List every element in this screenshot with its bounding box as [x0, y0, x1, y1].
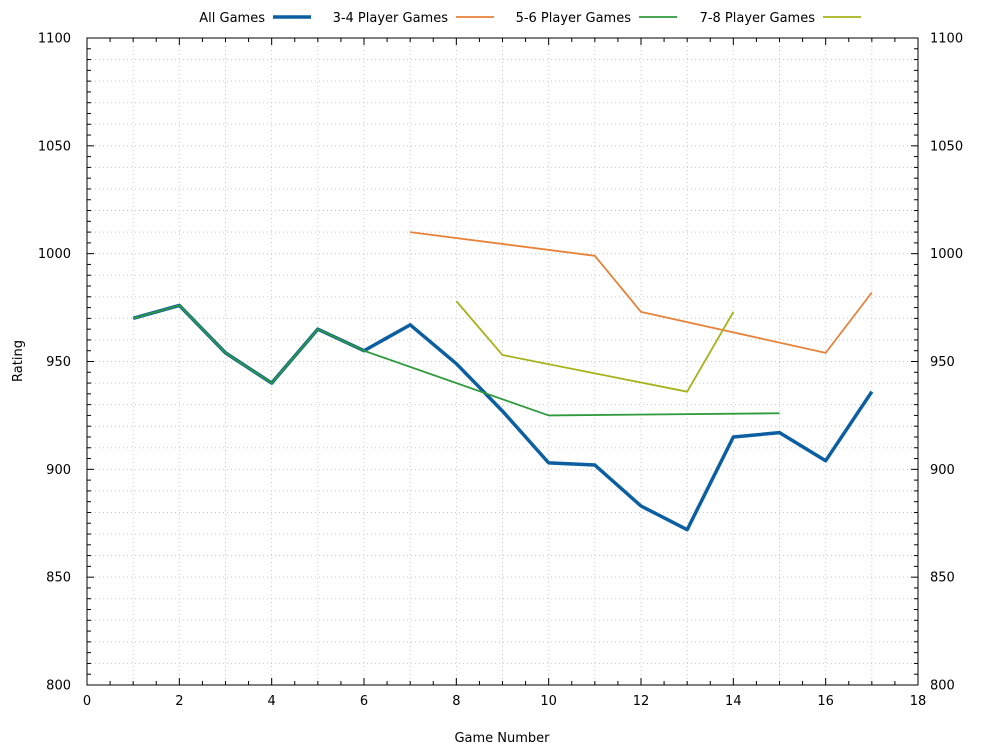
y-tick-label-left: 1000: [38, 247, 71, 262]
y-tick-label-right: 1050: [930, 139, 963, 154]
y-tick-label-left: 850: [46, 571, 71, 586]
y-tick-label-right: 800: [930, 679, 955, 694]
y-tick-label-left: 800: [46, 679, 71, 694]
series-line-4: [455, 300, 735, 393]
legend-label-2: 3-4 Player Games: [333, 11, 449, 26]
x-tick-label: 2: [175, 694, 183, 709]
legend: All Games 3-4 Player Games 5-6 Player Game…: [199, 11, 861, 26]
y-tick-label-left: 1050: [38, 139, 71, 154]
y-tick-label-right: 950: [930, 355, 955, 370]
legend-label-3: 5-6 Player Games: [516, 11, 632, 26]
y-tick-label-right: 1100: [930, 32, 963, 47]
x-tick-label: 14: [725, 694, 742, 709]
axis-ticks: [86, 37, 919, 686]
y-tick-label-right: 1000: [930, 247, 963, 262]
series-line-2: [410, 231, 873, 354]
x-tick-label: 4: [268, 694, 276, 709]
y-tick-label-left: 900: [46, 463, 71, 478]
x-tick-label: 6: [360, 694, 368, 709]
grid: [87, 38, 918, 685]
legend-label-1: All Games: [199, 11, 265, 26]
y-tick-label-left: 1100: [38, 32, 71, 47]
y-tick-label-left: 950: [46, 355, 71, 370]
x-tick-label: 18: [910, 694, 927, 709]
x-tick-label: 0: [83, 694, 91, 709]
x-axis-title: Game Number: [454, 731, 550, 746]
x-tick-label: 16: [817, 694, 834, 709]
x-tick-label: 10: [540, 694, 557, 709]
x-tick-label: 12: [633, 694, 650, 709]
x-tick-label: 8: [452, 694, 460, 709]
y-tick-label-right: 850: [930, 571, 955, 586]
y-tick-label-right: 900: [930, 463, 955, 478]
y-axis-title: Rating: [11, 340, 26, 382]
series-line-3: [132, 304, 780, 417]
series-lines: [132, 231, 874, 532]
legend-label-4: 7-8 Player Games: [700, 11, 816, 26]
